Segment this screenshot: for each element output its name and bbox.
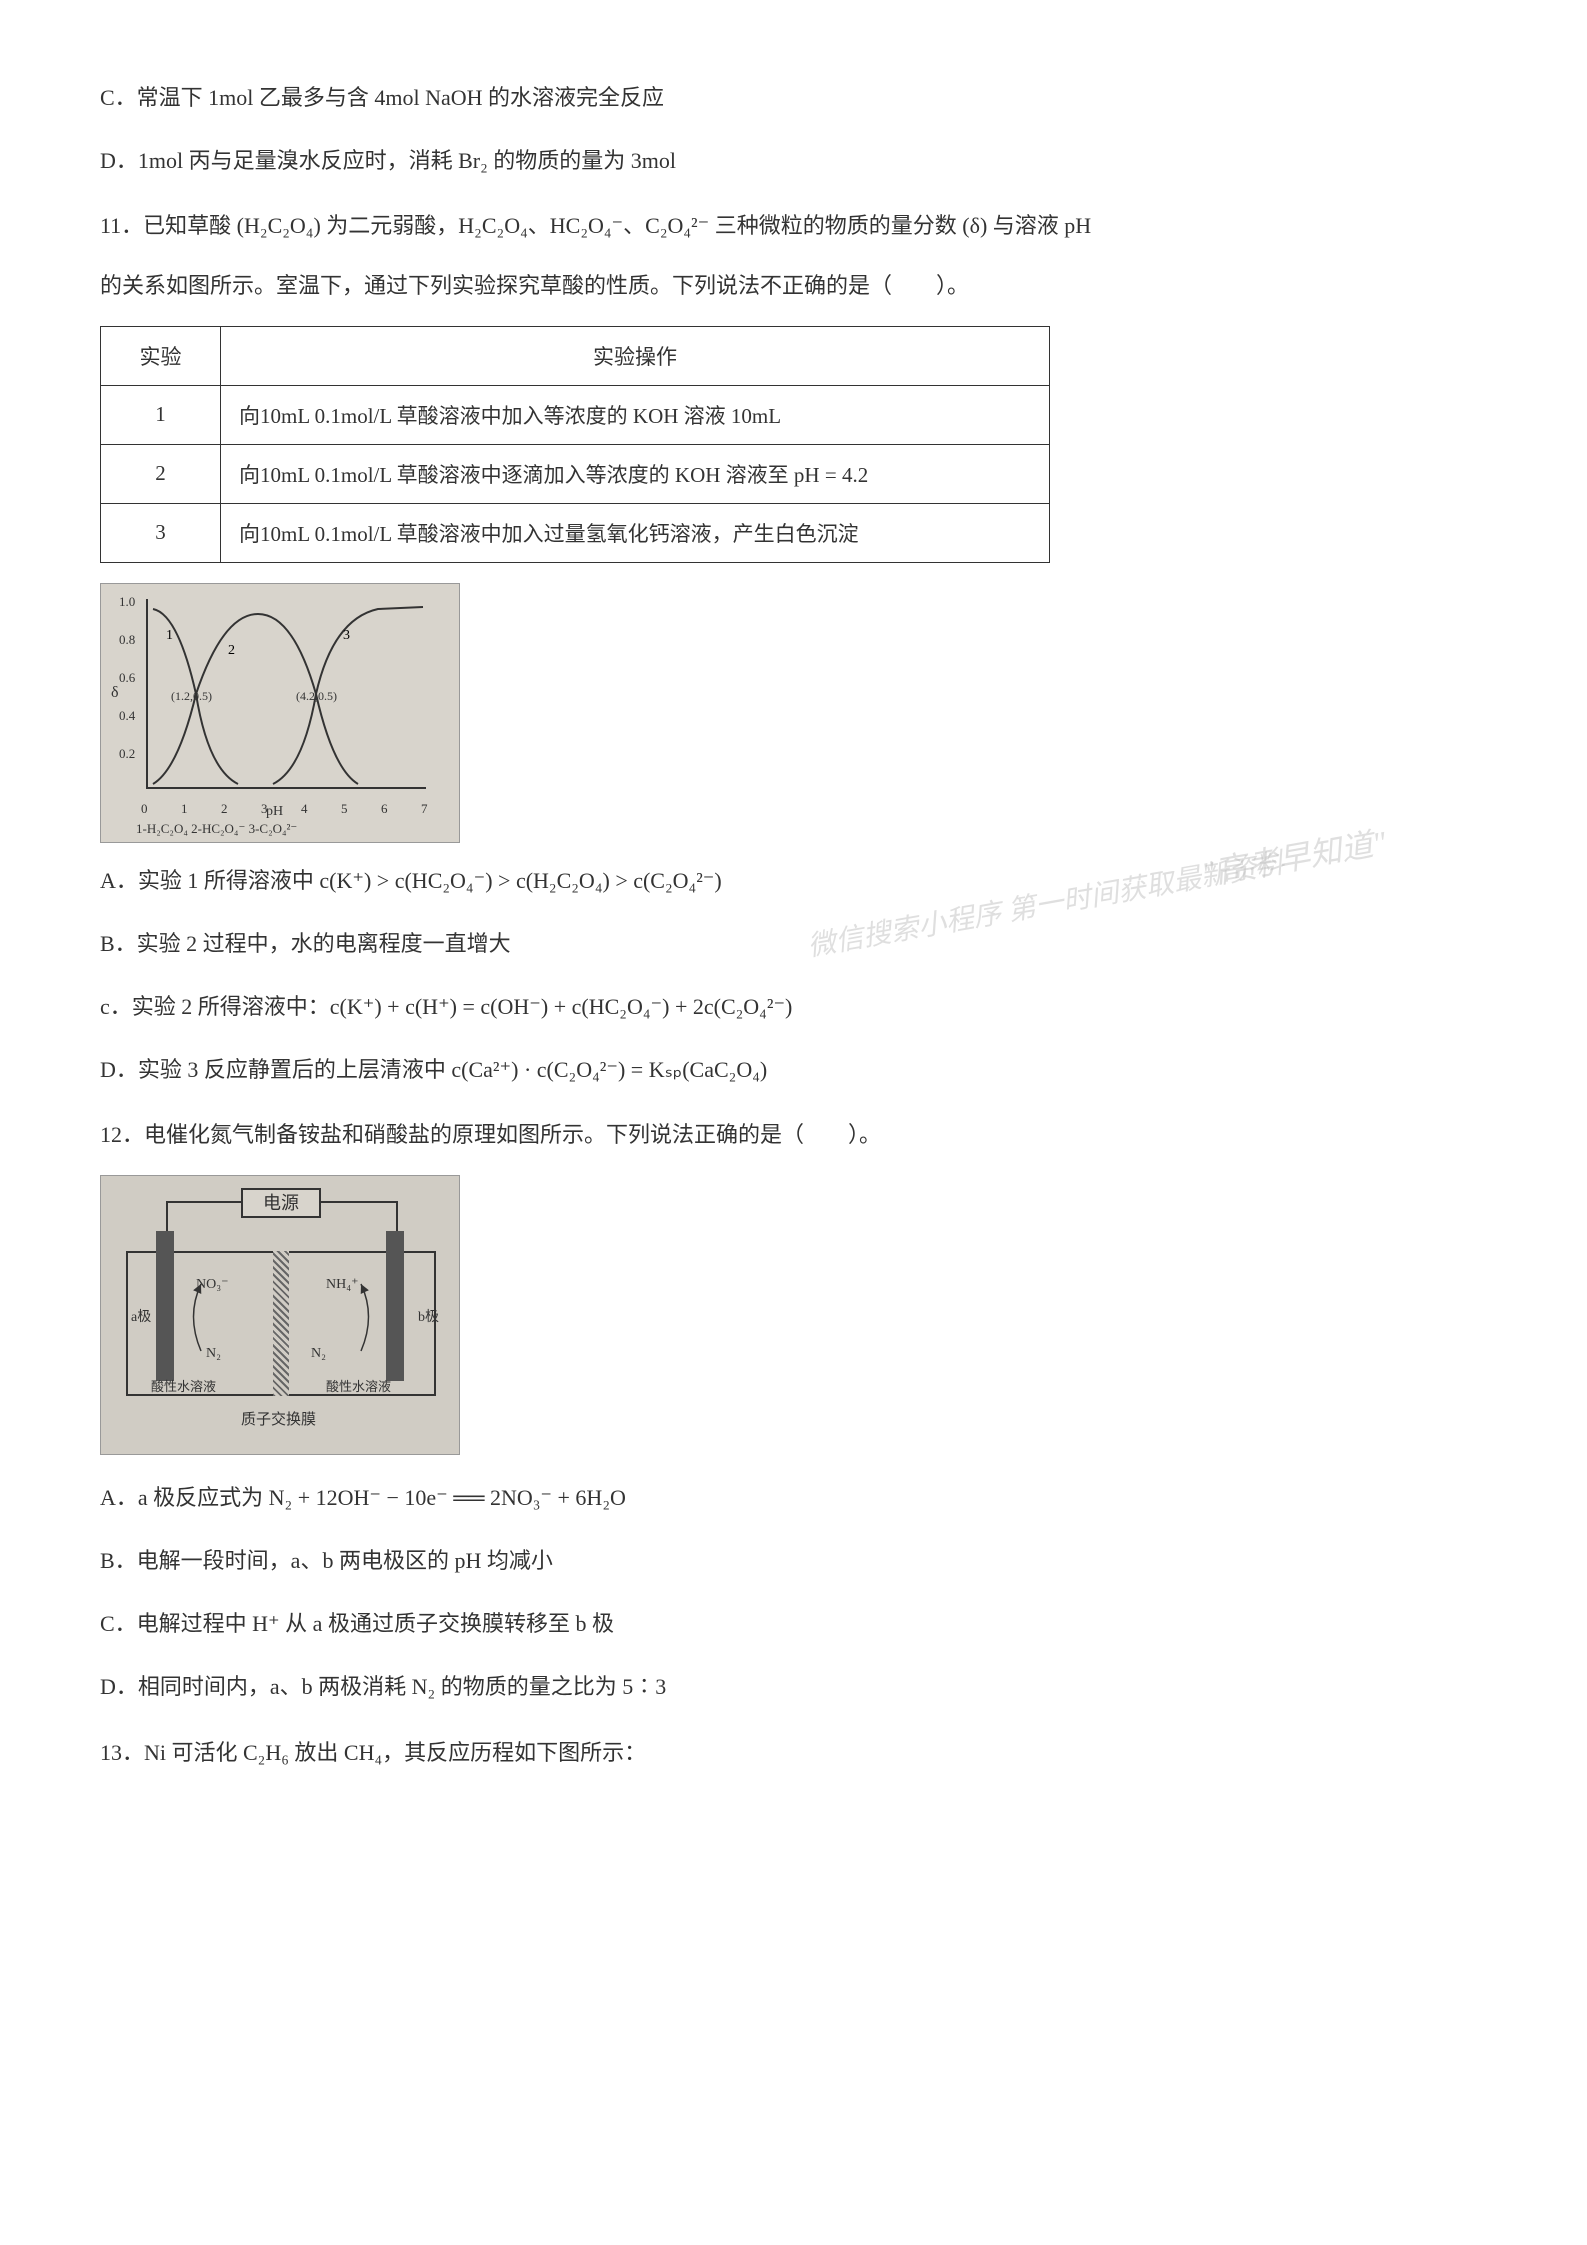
q11-text-line2: 的关系如图所示。室温下，通过下列实验探究草酸的性质。下列说法不正确的是（ ）。: [100, 266, 1487, 306]
q11-option-d: D．实验 3 反应静置后的上层清液中 c(Ca²⁺) · c(C₂O₄²⁻) =…: [100, 1052, 1487, 1087]
xtick-1: 1: [181, 801, 188, 817]
table-cell-n3: 3: [101, 503, 221, 562]
q12-option-a: A．a 极反应式为 N₂ + 12OH⁻ − 10e⁻ ══ 2NO₃⁻ + 6…: [100, 1480, 1487, 1515]
table-cell-n2: 2: [101, 444, 221, 503]
ytick-2: 0.8: [119, 632, 135, 648]
table-header-2: 实验操作: [221, 326, 1050, 385]
q12-text: 12．电催化氮气制备铵盐和硝酸盐的原理如图所示。下列说法正确的是（ ）。: [100, 1115, 1487, 1155]
nh4-label: NH₄⁺: [326, 1276, 359, 1293]
curve-label-2: 2: [228, 643, 235, 658]
ytick-3: 0.6: [119, 670, 135, 686]
n2-label-left: N₂: [206, 1346, 221, 1362]
curve-label-1: 1: [166, 628, 173, 643]
xtick-2: 2: [221, 801, 228, 817]
electrolysis-diagram: 电源 a极 b极 NO₃⁻ NH₄⁺ N₂ N₂ 酸性水溶液 酸性水溶液 质子交…: [100, 1175, 460, 1455]
q12-option-b: B．电解一段时间，a、b 两电极区的 pH 均减小: [100, 1543, 1487, 1578]
table-cell-desc3: 向10mL 0.1mol/L 草酸溶液中加入过量氢氧化钙溶液，产生白色沉淀: [221, 503, 1050, 562]
q11-text-line1: 11．已知草酸 (H₂C₂O₄) 为二元弱酸，H₂C₂O₄、HC₂O₄⁻、C₂O…: [100, 206, 1487, 246]
graph-delta-ph: 1 2 3 1.0 0.8 0.6 0.4 0.2 0 1 2 3 4 5 6 …: [100, 583, 460, 843]
ph-label: pH: [266, 804, 283, 820]
left-solution-label: 酸性水溶液: [151, 1376, 216, 1395]
q13-text: 13．Ni 可活化 C₂H₆ 放出 CH₄，其反应历程如下图所示：: [100, 1733, 1487, 1773]
a-electrode-label: a极: [131, 1306, 151, 1326]
electrode-a: [156, 1231, 174, 1381]
power-source: 电源: [241, 1188, 321, 1218]
xtick-6: 6: [381, 801, 388, 817]
option-d-prior: D．1mol 丙与足量溴水反应时，消耗 Br₂ 的物质的量为 3mol: [100, 143, 1487, 178]
option-c-prior: C．常温下 1mol 乙最多与含 4mol NaOH 的水溶液完全反应: [100, 80, 1487, 115]
table-cell-desc2: 向10mL 0.1mol/L 草酸溶液中逐滴加入等浓度的 KOH 溶液至 pH …: [221, 444, 1050, 503]
ytick-5: 0.2: [119, 746, 135, 762]
proton-membrane: [273, 1251, 289, 1396]
graph-point-2: (4.2,0.5): [296, 689, 337, 704]
table-header-1: 实验: [101, 326, 221, 385]
table-cell-n1: 1: [101, 385, 221, 444]
wire: [321, 1201, 396, 1203]
q11-option-b: B．实验 2 过程中，水的电离程度一直增大: [100, 926, 1487, 961]
experiment-table: 实验 实验操作 1 向10mL 0.1mol/L 草酸溶液中加入等浓度的 KOH…: [100, 326, 1050, 563]
membrane-label: 质子交换膜: [241, 1408, 316, 1429]
table-row: 1 向10mL 0.1mol/L 草酸溶液中加入等浓度的 KOH 溶液 10mL: [101, 385, 1050, 444]
q11-option-c: c．实验 2 所得溶液中：c(K⁺) + c(H⁺) = c(OH⁻) + c(…: [100, 989, 1487, 1024]
xtick-4: 4: [301, 801, 308, 817]
graph-point-1: (1.2,0.5): [171, 689, 212, 704]
graph-legend: 1-H₂C₂O₄ 2-HC₂O₄⁻ 3-C₂O₄²⁻: [136, 821, 297, 837]
n2-label-right: N₂: [311, 1346, 326, 1362]
xtick-5: 5: [341, 801, 348, 817]
delta-label: δ: [111, 684, 119, 702]
table-row: 3 向10mL 0.1mol/L 草酸溶液中加入过量氢氧化钙溶液，产生白色沉淀: [101, 503, 1050, 562]
wire: [166, 1201, 241, 1203]
table-cell-desc1: 向10mL 0.1mol/L 草酸溶液中加入等浓度的 KOH 溶液 10mL: [221, 385, 1050, 444]
xtick-7: 7: [421, 801, 428, 817]
right-solution-label: 酸性水溶液: [326, 1376, 391, 1395]
electrode-b: [386, 1231, 404, 1381]
ytick-1: 1.0: [119, 594, 135, 610]
q12-option-c: C．电解过程中 H⁺ 从 a 极通过质子交换膜转移至 b 极: [100, 1606, 1487, 1641]
q11-option-a: A．实验 1 所得溶液中 c(K⁺) > c(HC₂O₄⁻) > c(H₂C₂O…: [100, 863, 1487, 898]
curve-label-3: 3: [343, 628, 350, 643]
xtick-0: 0: [141, 801, 148, 817]
table-row: 2 向10mL 0.1mol/L 草酸溶液中逐滴加入等浓度的 KOH 溶液至 p…: [101, 444, 1050, 503]
ytick-4: 0.4: [119, 708, 135, 724]
b-electrode-label: b极: [418, 1306, 439, 1326]
q12-option-d: D．相同时间内，a、b 两极消耗 N₂ 的物质的量之比为 5∶3: [100, 1669, 1487, 1704]
no3-label: NO₃⁻: [196, 1276, 229, 1293]
